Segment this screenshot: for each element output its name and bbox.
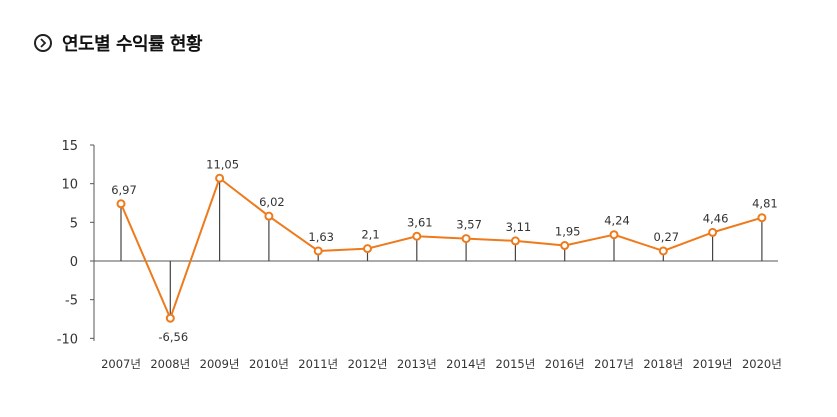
data-label: -6,56 xyxy=(158,330,188,344)
x-tick-label: 2007년 xyxy=(101,357,141,371)
data-label: 11,05 xyxy=(206,157,239,171)
x-tick-label: 2017년 xyxy=(594,357,634,371)
data-point xyxy=(461,234,471,244)
x-tick-label: 2019년 xyxy=(693,357,733,371)
y-tick-label: 10 xyxy=(61,178,78,193)
y-tick-label: 5 xyxy=(70,216,78,231)
y-tick-label: -5 xyxy=(65,294,78,309)
page-title: 연도별 수익률 현황 xyxy=(62,34,203,55)
data-point xyxy=(560,241,570,251)
x-tick-label: 2009년 xyxy=(200,357,240,371)
x-tick-label: 2018년 xyxy=(643,357,683,371)
data-point xyxy=(363,244,372,254)
data-label: 3,57 xyxy=(456,218,482,232)
data-point xyxy=(708,227,718,237)
data-point xyxy=(215,173,225,183)
data-point xyxy=(116,199,126,209)
data-label: 4,81 xyxy=(752,197,778,211)
chart-header: 연도별 수익률 현황 xyxy=(34,30,203,56)
data-label: 3,11 xyxy=(506,220,532,234)
data-point xyxy=(658,246,668,256)
data-point xyxy=(313,246,323,256)
y-tick-label: 0 xyxy=(70,255,78,270)
data-label: 0,27 xyxy=(653,230,679,244)
data-label: 6,97 xyxy=(111,183,137,197)
x-tick-label: 2011년 xyxy=(298,357,338,371)
data-point xyxy=(609,230,619,240)
y-tick-label: 15 xyxy=(61,139,78,154)
data-point xyxy=(412,231,422,241)
x-tick-label: 2008년 xyxy=(150,357,190,371)
x-tick-label: 2016년 xyxy=(545,357,585,371)
data-label: 4,24 xyxy=(604,214,630,228)
data-point xyxy=(264,211,274,221)
data-point xyxy=(510,236,520,246)
x-tick-label: 2014년 xyxy=(446,357,486,371)
data-label: 4,46 xyxy=(703,211,729,225)
data-label: 1,63 xyxy=(308,230,334,244)
x-tick-label: 2015년 xyxy=(495,357,535,371)
x-tick-label: 2020년 xyxy=(742,357,782,371)
data-label: 2,1 xyxy=(361,228,379,242)
x-tick-label: 2013년 xyxy=(397,357,437,371)
x-tick-label: 2012년 xyxy=(348,357,388,371)
data-point xyxy=(165,313,175,323)
x-tick-label: 2010년 xyxy=(249,357,289,371)
data-label: 3,61 xyxy=(407,215,433,229)
data-point xyxy=(757,213,767,223)
chevron-right-circle-icon xyxy=(34,34,52,52)
series-line xyxy=(120,177,763,320)
y-tick-label: -10 xyxy=(57,332,78,347)
data-label: 1,95 xyxy=(555,225,581,239)
data-label: 6,02 xyxy=(259,195,285,209)
